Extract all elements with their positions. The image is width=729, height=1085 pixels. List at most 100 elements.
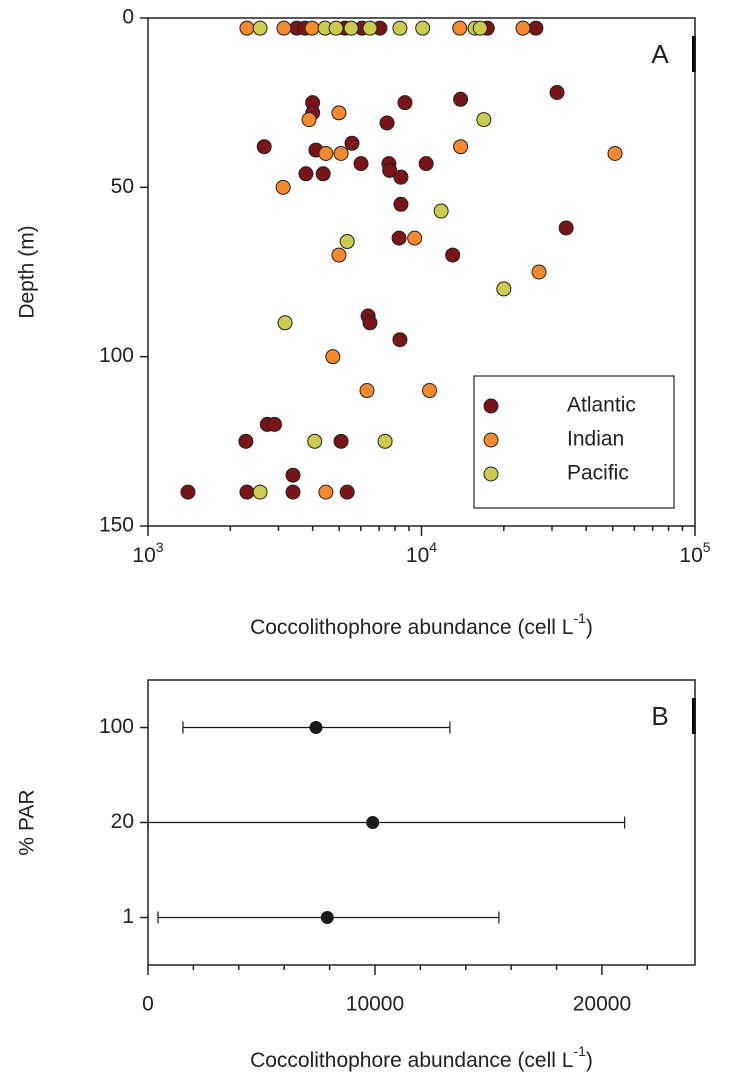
legend-label: Atlantic (567, 394, 636, 417)
x-tick-label: 10000 (346, 993, 404, 1016)
x-tick-label: 104 (406, 539, 437, 567)
point (362, 20, 378, 36)
y-tick-label: 1 (122, 905, 134, 928)
edge-mark (692, 36, 696, 72)
point (325, 349, 341, 365)
point (397, 95, 413, 111)
point (277, 315, 293, 331)
point (315, 166, 331, 182)
point (343, 20, 359, 36)
edge-mark (692, 698, 696, 734)
point (366, 816, 380, 829)
legend-marker (483, 466, 499, 482)
panel-label: B (651, 701, 668, 731)
y-axis-title: % PAR (16, 789, 39, 855)
point (422, 383, 438, 399)
y-tick-label: 150 (99, 514, 134, 537)
point (318, 145, 334, 161)
legend-marker (483, 398, 499, 414)
point (377, 433, 393, 449)
legend-label: Indian (567, 428, 624, 451)
x-axis-title-end: ) (586, 616, 593, 639)
point (393, 169, 409, 185)
x-axis-title: Coccolithophore abundance (cell L-1) (250, 610, 593, 639)
point (307, 433, 323, 449)
point (285, 467, 301, 483)
x-axis-title: Coccolithophore abundance (cell L-1) (250, 1043, 593, 1072)
y-axis-title: Depth (m) (16, 225, 39, 318)
point (339, 234, 355, 250)
point (445, 247, 461, 263)
point (558, 220, 574, 236)
point (252, 484, 268, 500)
x-tick-exp: 3 (156, 539, 164, 555)
point (304, 20, 320, 36)
point (453, 139, 469, 155)
x-tick-base: 10 (132, 544, 155, 567)
point (239, 484, 255, 500)
point (318, 484, 334, 500)
point (453, 91, 469, 107)
point (549, 85, 565, 101)
point (320, 911, 334, 924)
y-tick-label: 100 (99, 344, 134, 367)
y-tick-label: 0 (122, 6, 134, 29)
point (392, 332, 408, 348)
x-tick-label: 20000 (573, 993, 631, 1016)
point (391, 230, 407, 246)
y-tick-label: 20 (111, 810, 134, 833)
point (333, 433, 349, 449)
x-axis-title-end: ) (586, 1049, 593, 1072)
legend-label: Pacific (567, 462, 629, 485)
legend-marker (483, 432, 499, 448)
x-tick-label: 0 (142, 993, 154, 1016)
point (392, 20, 408, 36)
point (476, 112, 492, 128)
point (252, 20, 268, 36)
point (276, 20, 292, 36)
point (256, 139, 272, 155)
point (238, 433, 254, 449)
point (331, 247, 347, 263)
point (339, 484, 355, 500)
point (415, 20, 431, 36)
point (382, 162, 398, 178)
point (309, 721, 323, 734)
x-axis-title-text: Coccolithophore abundance (cell L (250, 1049, 573, 1072)
point (344, 135, 360, 151)
point (353, 156, 369, 172)
x-axis-title-sup: -1 (573, 1043, 586, 1059)
point (285, 484, 301, 500)
point (393, 196, 409, 212)
point (515, 20, 531, 36)
point (607, 145, 623, 161)
x-tick-label: 103 (132, 539, 163, 567)
x-tick-exp: 5 (703, 539, 711, 555)
x-tick-exp: 4 (429, 539, 437, 555)
legend-box (473, 375, 675, 509)
point (331, 105, 347, 121)
point (266, 416, 282, 432)
point (359, 383, 375, 399)
point (531, 264, 547, 280)
point (418, 156, 434, 172)
y-tick-label: 50 (111, 175, 134, 198)
point (528, 20, 544, 36)
point (298, 166, 314, 182)
point (472, 20, 488, 36)
point (362, 315, 378, 331)
x-tick-label: 105 (679, 539, 710, 567)
point (333, 145, 349, 161)
x-tick-base: 10 (679, 544, 702, 567)
point (452, 20, 468, 36)
point (379, 115, 395, 131)
point (301, 112, 317, 128)
point (496, 281, 512, 297)
y-tick-label: 100 (99, 715, 134, 738)
point (433, 203, 449, 219)
x-tick-base: 10 (406, 544, 429, 567)
point (275, 179, 291, 195)
point (328, 20, 344, 36)
x-axis-title-sup: -1 (573, 610, 586, 626)
x-axis-title-text: Coccolithophore abundance (cell L (250, 616, 573, 639)
